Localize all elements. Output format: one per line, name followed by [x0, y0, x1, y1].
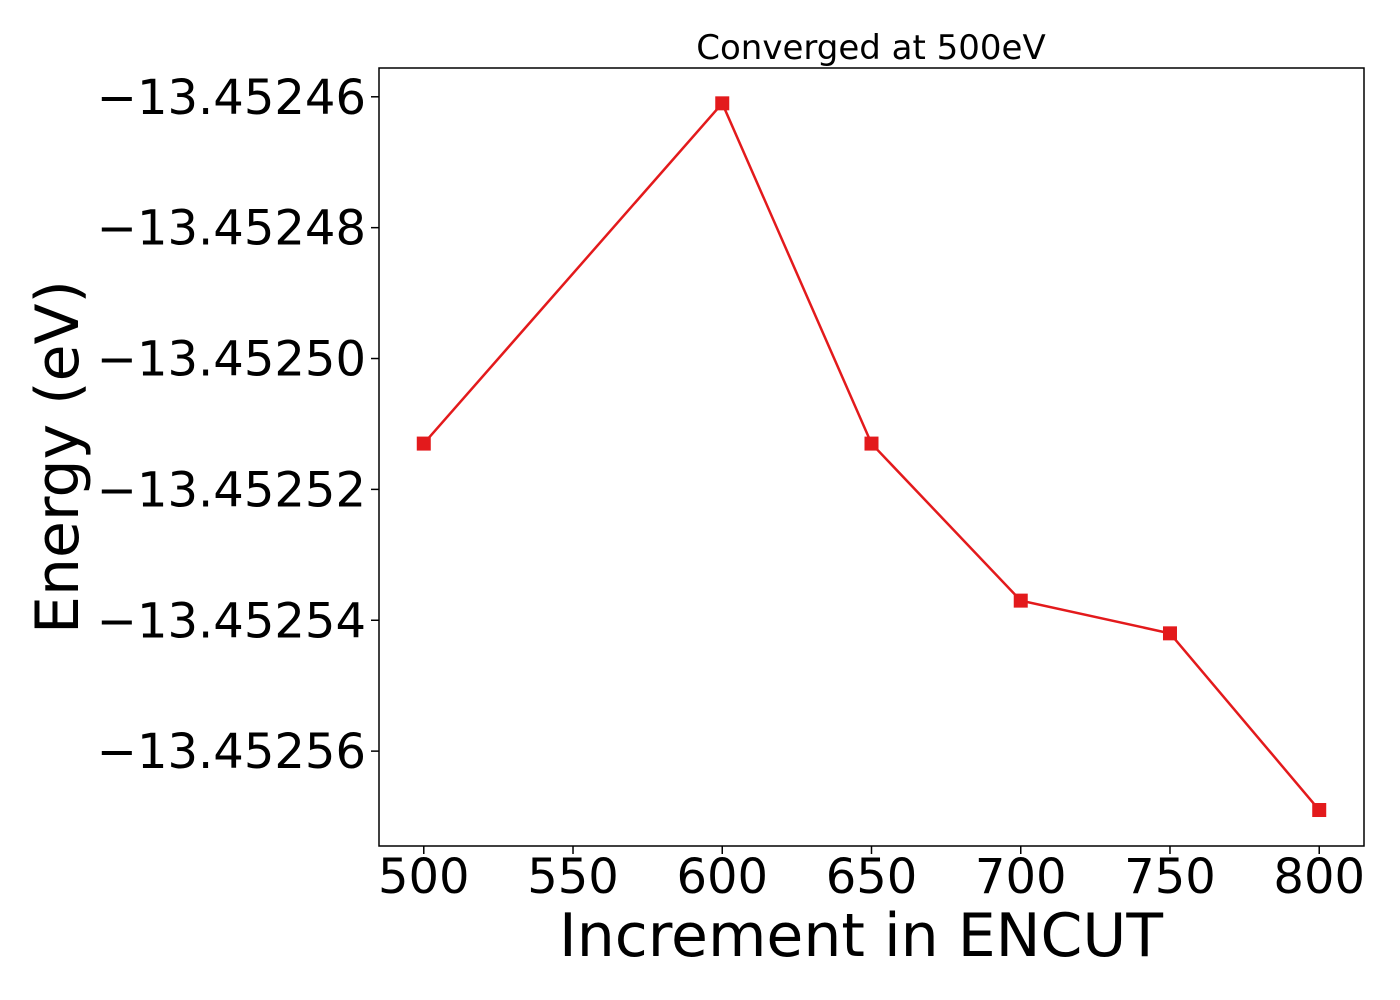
- y-tick-label: −13.45250: [97, 332, 366, 388]
- y-tick-label: −13.45248: [97, 201, 366, 257]
- data-point-marker: [416, 436, 431, 451]
- data-point-marker: [1013, 593, 1028, 608]
- x-tick-label: 500: [378, 849, 470, 905]
- y-tick-label: −13.45254: [97, 593, 366, 649]
- x-tick-label: 700: [975, 849, 1067, 905]
- y-axis-label: Energy (eV): [23, 280, 93, 634]
- data-point-marker: [1162, 626, 1177, 641]
- series-line: [422, 101, 1321, 811]
- y-axis: −13.45246 −13.45248 −13.45250 −13.45252 −13.…: [97, 70, 379, 780]
- y-tick-label: −13.45252: [97, 462, 366, 518]
- chart-title: Converged at 500eV: [696, 28, 1045, 68]
- plot-area: [378, 67, 1365, 847]
- y-tick-label: −13.45256: [97, 724, 366, 780]
- series-layer: [416, 96, 1327, 818]
- y-tick-label: −13.45246: [97, 70, 366, 126]
- data-point-marker: [1312, 803, 1327, 818]
- data-point-marker: [715, 96, 730, 111]
- x-tick-label: 800: [1273, 849, 1365, 905]
- data-point-marker: [864, 436, 879, 451]
- x-tick-label: 750: [1124, 849, 1216, 905]
- x-tick-label: 650: [826, 849, 918, 905]
- x-tick-label: 600: [676, 849, 768, 905]
- x-axis: 500 550 600 650 700 750 800: [378, 846, 1365, 905]
- x-tick-label: 550: [527, 849, 619, 905]
- x-axis-label: Increment in ENCUT: [559, 901, 1163, 971]
